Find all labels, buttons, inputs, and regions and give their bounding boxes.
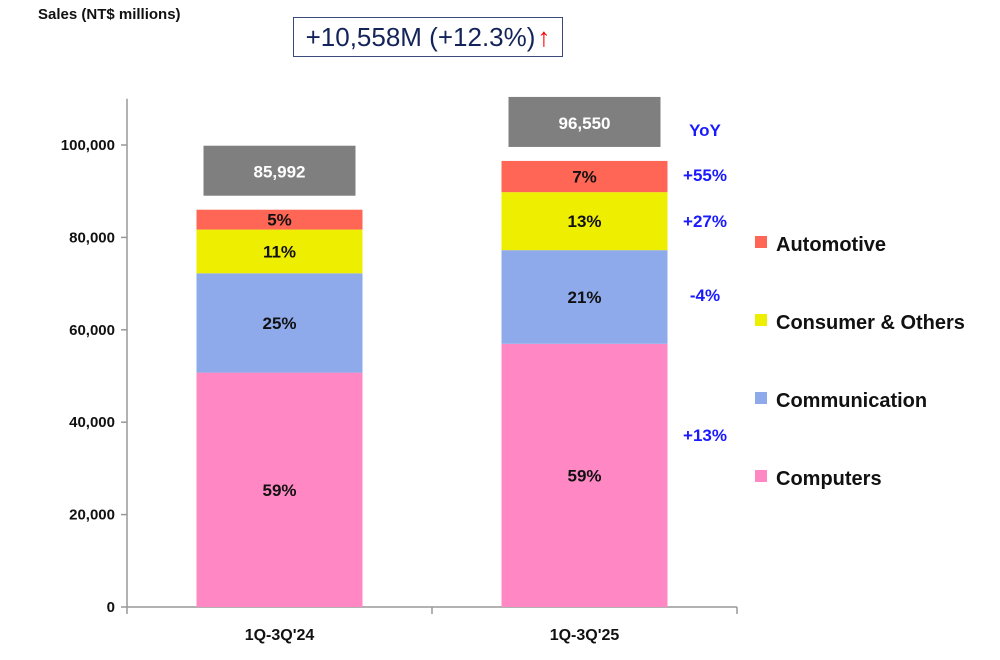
legend-swatch [755,236,767,248]
y-axis-title: Sales (NT$ millions) [38,6,181,23]
y-tick-label: 80,000 [69,229,115,246]
bar-segment-automotive [196,209,363,230]
legend-swatch [755,392,767,404]
bar-segment-automotive [501,160,668,193]
up-arrow-icon: ↑ [537,21,551,52]
legend-swatch [755,470,767,482]
bar-segment-communication [501,250,668,344]
y-tick-label: 60,000 [69,322,115,339]
yoy-title: YoY [689,121,721,140]
bar-segment-consumer-others [501,192,668,251]
growth-text: +10,558M (+12.3%) [305,21,536,52]
y-tick-label: 20,000 [69,507,115,524]
y-tick-label: 100,000 [61,137,115,154]
total-label: 96,550 [559,114,611,133]
segment-label: 59% [567,466,601,485]
x-tick-label: 1Q-3Q'24 [245,627,315,644]
y-tick-label: 40,000 [69,414,115,431]
total-box [508,96,661,147]
bar-segment-consumer-others [196,229,363,274]
legend-label: Consumer & Others [776,312,965,334]
segment-label: 5% [267,211,292,230]
yoy-label: +27% [683,212,727,231]
x-tick-label: 1Q-3Q'25 [550,627,620,644]
total-label: 85,992 [254,163,306,182]
growth-annotation: +10,558M (+12.3%) ↑ [293,17,563,57]
bar-segment-computers [196,372,363,607]
bar-segment-communication [196,273,363,373]
segment-label: 25% [262,314,296,333]
legend-label: Automotive [776,234,886,256]
y-tick-label: 0 [107,599,115,616]
segment-label: 21% [567,288,601,307]
legend-label: Communication [776,390,927,412]
yoy-label: -4% [690,286,720,305]
legend-swatch [755,314,767,326]
total-box [203,145,356,196]
legend-label: Computers [776,468,882,490]
yoy-label: +13% [683,426,727,445]
bar-segment-computers [501,343,668,607]
segment-label: 7% [572,168,597,187]
segment-label: 59% [262,481,296,500]
yoy-label: +55% [683,166,727,185]
segment-label: 11% [263,242,296,261]
segment-label: 13% [567,212,601,231]
